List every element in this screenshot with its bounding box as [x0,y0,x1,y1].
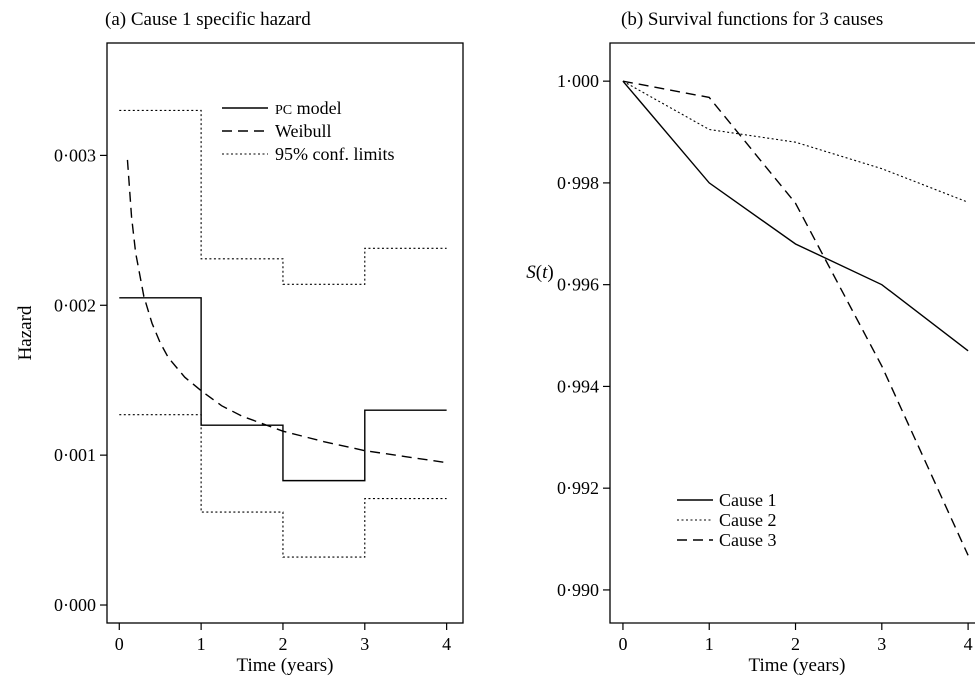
panel-b-plot-frame [609,42,975,624]
panel-b-y-tick-label: 1·000 [557,71,599,91]
panel-b-legend-label: Cause 2 [719,510,777,530]
panel-b-y-tick-label: 0·990 [557,580,599,600]
panel-a-series-lower-conf-limit-line [119,414,447,558]
panel-b-legend-label: Cause 1 [719,490,777,510]
panel-a-ticks: 0 1 2 3 4 0·000 0·001 0·002 0·003 [54,145,451,654]
panel-b-legend-label: Cause 3 [719,530,777,550]
panel-a-series [119,109,447,558]
panel-b-x-tick-label: 1 [705,634,714,654]
panel-b-y-axis-label: S(t) [526,262,553,283]
panel-b-y-tick-label: 0·998 [557,173,599,193]
panel-a-y-axis-label: Hazard [15,305,36,360]
panel-b-y-label-close: ) [547,262,553,283]
panel-a-x-tick-label: 3 [360,634,369,654]
panel-a-series-model-line [119,297,447,482]
panel-a-title: (a) Cause 1 specific hazard [105,9,311,30]
panel-b-x-axis-label: Time (years) [749,655,846,676]
panel-a-legend-label: PC model [275,98,342,118]
panel-b-y-tick-label: 0·992 [557,478,599,498]
panel-b-series-cause-1-line [622,80,969,352]
panel-b-y-label-t: t [542,262,548,283]
panel-b-y-label-open: ( [536,262,542,283]
panel-a-legend-label: Weibull [275,121,332,141]
panel-b-ticks: 0 1 2 3 4 0·990 0·992 0·994 0·996 0·998 1·000 [557,71,973,654]
panel-a-x-tick-label: 0 [115,634,124,654]
panel-a-legend: PC model Weibull 95% conf. limits [222,98,395,164]
panel-b-title: (b) Survival functions for 3 causes [621,9,883,30]
panel-a-x-tick-label: 1 [197,634,206,654]
panel-b-x-tick-label: 0 [618,634,627,654]
panel-b-y-tick-label: 0·996 [557,275,599,295]
panel-b-y-tick-label: 0·994 [557,376,599,396]
panel-a-x-axis-label: Time (years) [237,655,334,676]
panel-a-y-tick-label: 0·003 [54,145,96,165]
panel-b-survival: (b) Survival functions for 3 causes 0 1 2 3… [526,9,975,676]
panel-a-y-tick-label: 0·000 [54,595,96,615]
panel-b-series-cause-2-line [622,80,969,203]
panel-a-y-tick-label: 0·001 [54,445,96,465]
panel-a-y-tick-label: 0·002 [54,295,96,315]
panel-b-series [622,80,969,556]
panel-a-legend-label: 95% conf. limits [275,144,395,164]
panel-b-x-tick-label: 2 [791,634,800,654]
panel-b-x-tick-label: 4 [964,634,973,654]
panel-a-series-95-conf-limits-line [119,109,447,285]
panel-a-legend-label-prefix: PC [275,103,292,118]
panel-a-x-tick-label: 2 [278,634,287,654]
panel-b-y-label-s: S [526,262,536,283]
panel-b-x-tick-label: 3 [877,634,886,654]
panel-b-series-cause-3-line [622,80,969,556]
panel-a-x-tick-label: 4 [442,634,451,654]
panel-a-cause1-hazard: (a) Cause 1 specific hazard 0 1 2 3 4 0·000 0·… [15,9,464,676]
panel-a-series-weibull-line [126,159,447,464]
panel-a-legend-label-text: model [292,98,342,118]
panel-a-plot-frame [106,42,464,624]
